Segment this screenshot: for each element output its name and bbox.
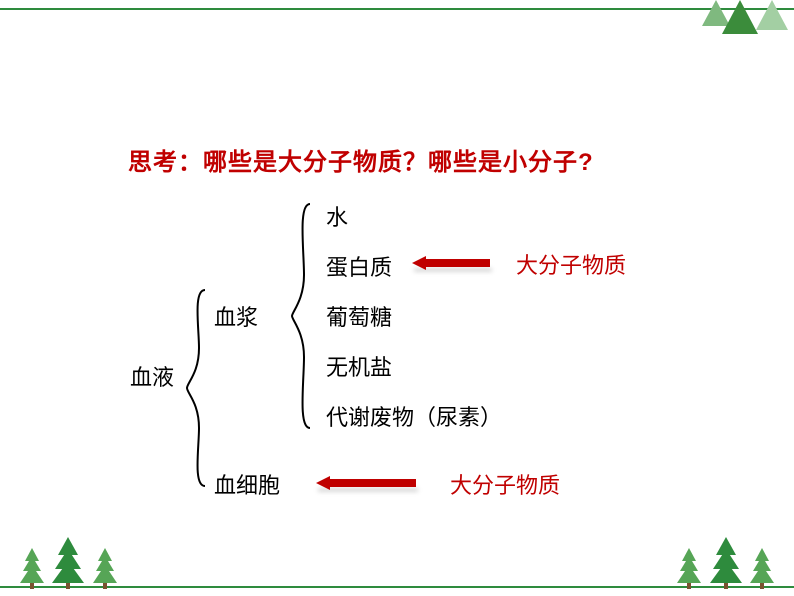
arrow-icon [316, 476, 416, 490]
trees-decor-right [675, 531, 776, 594]
trees-decor-left [18, 531, 119, 594]
node-leaf: 蛋白质 [326, 250, 392, 282]
node-leaf: 葡萄糖 [326, 300, 392, 332]
node-branch: 血细胞 [214, 468, 280, 500]
hierarchy-diagram: 血液 血浆 血细胞 水 蛋白质 葡萄糖 无机盐 代谢废物（尿素） 大分子物质 大… [130, 200, 690, 500]
brace-icon [290, 200, 312, 432]
tree-icon [93, 545, 117, 589]
node-leaf: 代谢废物（尿素） [326, 400, 502, 432]
tree-icon [52, 531, 84, 589]
arrow-icon [412, 256, 490, 270]
tree-icon [677, 545, 701, 589]
node-leaf: 水 [326, 200, 348, 232]
slide-title: 思考：哪些是大分子物质？哪些是小分子? [128, 142, 594, 177]
tree-icon [750, 545, 774, 589]
brace-icon [185, 288, 207, 488]
top-border-line [0, 8, 794, 10]
tree-icon [710, 531, 742, 589]
corner-decor-top-right [694, 0, 794, 40]
annotation-label: 大分子物质 [450, 468, 560, 500]
node-root: 血液 [130, 360, 174, 392]
tree-icon [20, 545, 44, 589]
node-leaf: 无机盐 [326, 350, 392, 382]
node-branch: 血浆 [214, 300, 258, 332]
annotation-label: 大分子物质 [516, 248, 626, 280]
triangle-icon [722, 0, 758, 34]
triangle-icon [756, 0, 788, 30]
